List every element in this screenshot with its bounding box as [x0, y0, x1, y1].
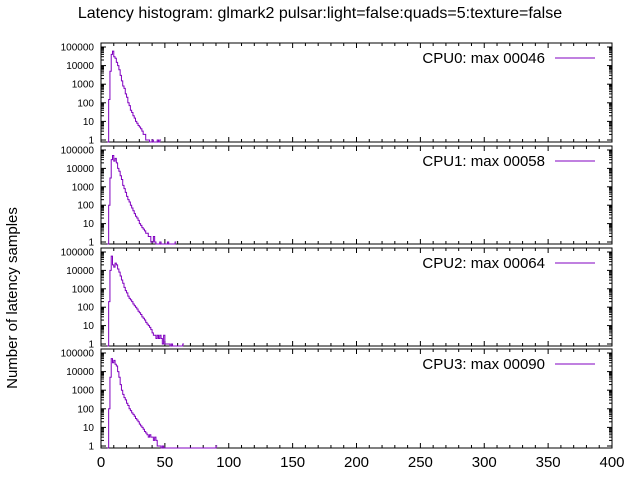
x-tick-label: 0	[97, 454, 105, 471]
legend-label: CPU3: max 00090	[422, 356, 545, 373]
y-tick-label: 100000	[61, 248, 95, 259]
x-tick-label: 200	[344, 454, 369, 471]
x-tick-label: 350	[536, 454, 561, 471]
y-tick-label: 10000	[66, 266, 94, 277]
histogram-series-cpu0	[107, 50, 162, 143]
y-tick-label: 10	[83, 423, 95, 434]
x-tick-labels: 0 50 100 150 200 250 300 350 400	[97, 454, 625, 471]
y-tick-label: 10	[83, 321, 95, 332]
y-tick-label: 1000	[72, 182, 95, 193]
y-tick-label: 1	[88, 136, 94, 147]
x-tick-label: 250	[408, 454, 433, 471]
y-tick-label: 10000	[66, 367, 94, 378]
panel-cpu1: 1 10 100 1000 10000 100000 CPU1: max 00058	[61, 145, 613, 249]
legend-label: CPU2: max 00064	[422, 255, 545, 272]
legend-label: CPU1: max 00058	[422, 153, 545, 170]
y-tick-label: 10000	[66, 61, 94, 72]
y-tick-label: 10000	[66, 164, 94, 175]
histogram-series-cpu1	[107, 155, 177, 245]
y-tick-label: 100000	[61, 349, 95, 360]
y-tick-label: 100000	[61, 146, 95, 157]
chart-title: Latency histogram: glmark2 pulsar:light=…	[78, 5, 562, 22]
panel-cpu0: 1 10 100 1000 10000 100000 CPU0: max 00046	[61, 42, 613, 147]
y-tick-label: 1000	[72, 80, 95, 91]
x-tick-label: 400	[599, 454, 624, 471]
y-tick-label: 100	[77, 404, 94, 415]
y-tick-label: 10	[83, 219, 95, 230]
y-tick-label: 100	[77, 201, 94, 212]
x-tick-label: 150	[280, 454, 305, 471]
legend-label: CPU0: max 00046	[422, 50, 545, 67]
x-tick-label: 50	[157, 454, 174, 471]
panel-cpu3: 1 10 100 1000 10000 100000 CPU3: max 00090	[61, 348, 613, 453]
panel-cpu2: 1 10 100 1000 10000 100000 CPU2: max 00064	[61, 247, 613, 351]
y-tick-label: 1	[88, 238, 94, 249]
histogram-series-cpu3	[107, 358, 218, 449]
y-tick-label: 1	[88, 340, 94, 351]
y-tick-label: 10	[83, 117, 95, 128]
y-tick-label: 100	[77, 98, 94, 109]
x-tick-label: 300	[472, 454, 497, 471]
y-axis-label: Number of latency samples	[4, 207, 21, 389]
x-tick-label: 100	[216, 454, 241, 471]
y-tick-label: 100	[77, 303, 94, 314]
y-tick-label: 1	[88, 442, 94, 453]
y-tick-label: 100000	[61, 43, 95, 54]
y-tick-label: 1000	[72, 386, 95, 397]
histogram-series-cpu2	[107, 255, 185, 347]
y-tick-label: 1000	[72, 284, 95, 295]
